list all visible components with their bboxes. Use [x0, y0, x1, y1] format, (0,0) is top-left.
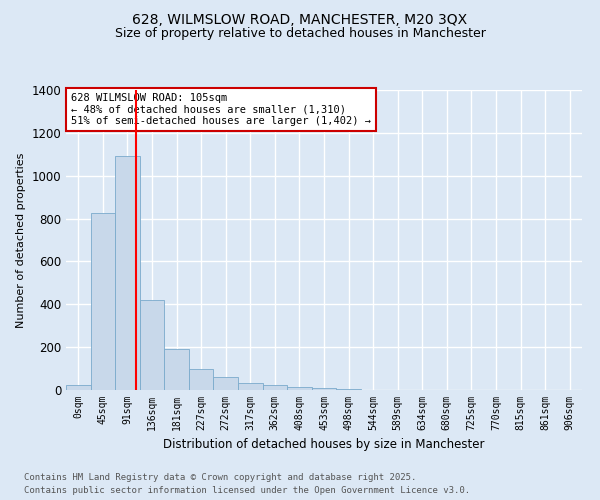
- Bar: [91, 213, 115, 390]
- Text: Contains HM Land Registry data © Crown copyright and database right 2025.: Contains HM Land Registry data © Crown c…: [24, 472, 416, 482]
- Bar: [115, 156, 140, 390]
- Bar: [164, 350, 189, 390]
- Bar: [287, 387, 312, 390]
- Bar: [140, 300, 164, 390]
- Bar: [189, 368, 214, 390]
- Bar: [66, 384, 91, 390]
- Bar: [263, 386, 287, 390]
- X-axis label: Distribution of detached houses by size in Manchester: Distribution of detached houses by size …: [163, 438, 485, 452]
- Bar: [336, 389, 361, 390]
- Text: 628 WILMSLOW ROAD: 105sqm
← 48% of detached houses are smaller (1,310)
51% of se: 628 WILMSLOW ROAD: 105sqm ← 48% of detac…: [71, 93, 371, 126]
- Bar: [312, 388, 336, 390]
- Y-axis label: Number of detached properties: Number of detached properties: [16, 152, 26, 328]
- Bar: [238, 382, 263, 390]
- Bar: [214, 377, 238, 390]
- Text: Contains public sector information licensed under the Open Government Licence v3: Contains public sector information licen…: [24, 486, 470, 495]
- Text: Size of property relative to detached houses in Manchester: Size of property relative to detached ho…: [115, 28, 485, 40]
- Text: 628, WILMSLOW ROAD, MANCHESTER, M20 3QX: 628, WILMSLOW ROAD, MANCHESTER, M20 3QX: [133, 12, 467, 26]
